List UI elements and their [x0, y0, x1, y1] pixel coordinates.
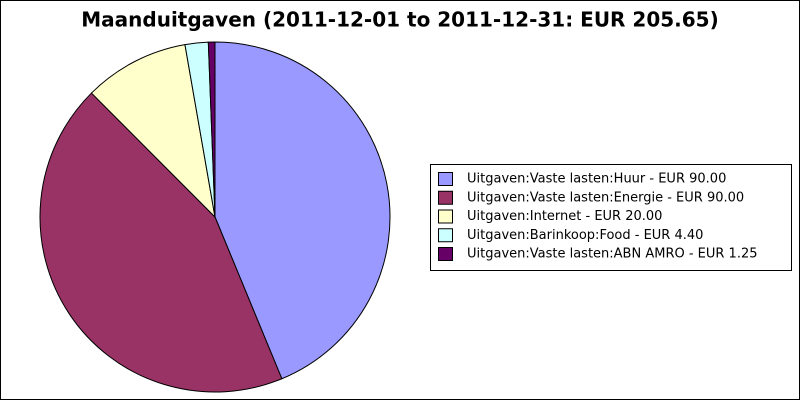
legend: Uitgaven:Vaste lasten:Huur - EUR 90.00 Ui…: [430, 164, 792, 271]
legend-box: [430, 164, 792, 271]
legend-items: Uitgaven:Vaste lasten:Huur - EUR 90.00 Ui…: [438, 172, 758, 262]
pie-slice: [207, 41, 216, 218]
legend-swatch: [438, 209, 453, 224]
pie-slice: [90, 44, 216, 219]
chart-title: Maanduitgaven (2011-12-01 to 2011-12-31:…: [81, 8, 719, 32]
legend-swatch: [438, 228, 453, 243]
pie-slice: [214, 41, 391, 380]
legend-swatch: [438, 247, 453, 261]
legend-label: Uitgaven:Vaste lasten:ABN AMRO - EUR 1.2…: [467, 247, 758, 262]
pie: [39, 41, 391, 393]
legend-label: Uitgaven:Internet - EUR 20.00: [467, 209, 662, 224]
legend-swatch: [438, 172, 453, 186]
legend-label: Uitgaven:Vaste lasten:Huur - EUR 90.00: [467, 172, 726, 187]
pie-slice: [39, 92, 283, 393]
legend-label: Uitgaven:Barinkoop:Food - EUR 4.40: [467, 228, 703, 243]
legend-label: Uitgaven:Vaste lasten:Energie - EUR 90.0…: [467, 190, 744, 205]
legend-swatch: [438, 190, 453, 205]
